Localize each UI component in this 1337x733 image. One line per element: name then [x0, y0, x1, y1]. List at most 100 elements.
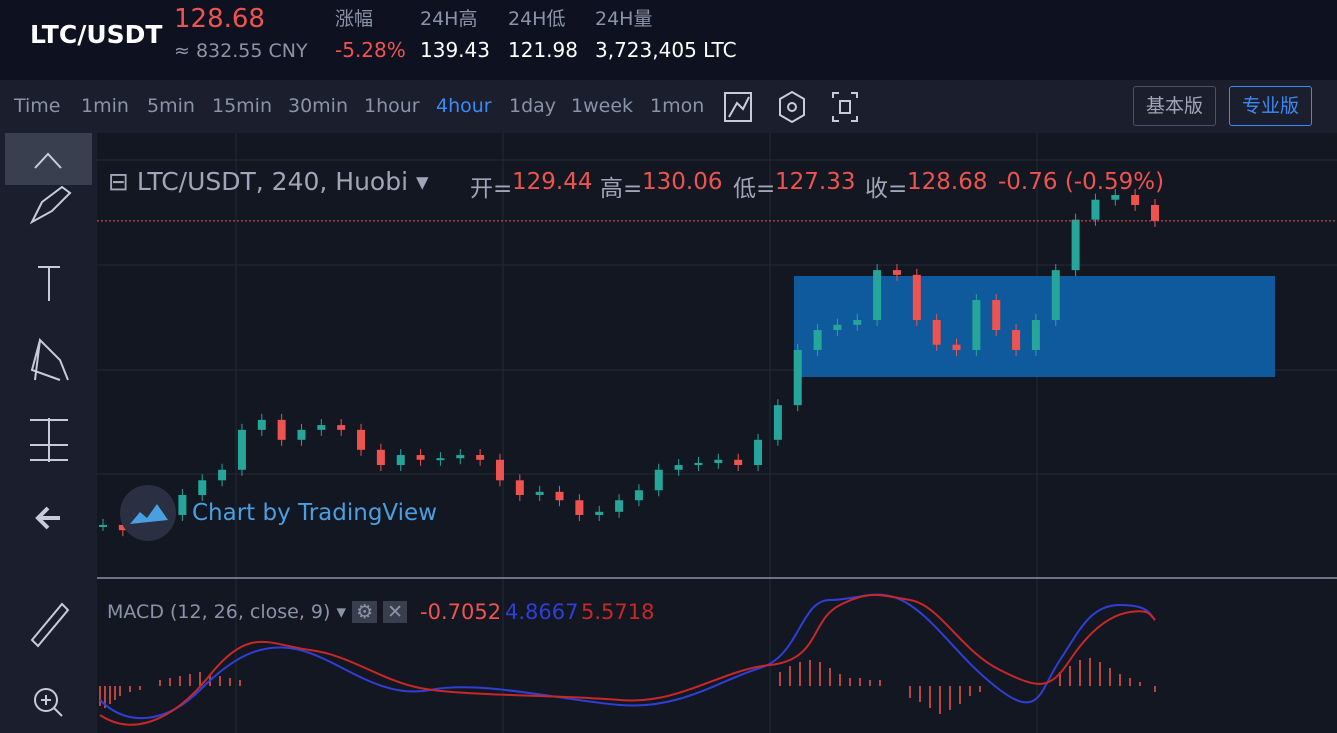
legend-label: 收= [865, 176, 908, 202]
candle [932, 320, 941, 345]
candle [952, 344, 961, 350]
legend-symbol[interactable]: ⊟ LTC/USDT, 240, Huobi ▾ [108, 167, 429, 196]
stat-value: 121.98 [508, 38, 578, 62]
grid [97, 133, 1337, 733]
candle [357, 429, 366, 450]
candle [99, 524, 107, 527]
candle [396, 455, 405, 466]
legend-value: 130.06 [642, 169, 723, 195]
candle [297, 429, 306, 440]
price: 128.68 [174, 4, 265, 34]
candle [198, 480, 207, 495]
candle [416, 455, 425, 460]
candle [972, 300, 981, 350]
candle [1111, 194, 1120, 200]
candle [575, 500, 584, 515]
watermark-logo [120, 485, 176, 541]
candle [992, 300, 1001, 331]
candle [257, 419, 266, 430]
interval-tab[interactable]: 1day [509, 95, 557, 117]
candle [337, 425, 346, 430]
candle [1051, 270, 1060, 321]
candle [595, 511, 604, 515]
macd-histogram [99, 658, 1156, 714]
interval-tab[interactable]: 1min [81, 95, 129, 117]
stat-label: 涨幅 [335, 8, 374, 30]
candle [813, 330, 822, 350]
candle [634, 490, 643, 501]
macd-line [99, 593, 1156, 720]
candle [317, 425, 326, 430]
candle [833, 324, 842, 331]
legend-change: -0.76 (-0.59%) [998, 169, 1165, 195]
stat-value: 3,723,405 LTC [595, 38, 737, 62]
candle [555, 491, 564, 501]
candle [237, 429, 246, 470]
candle [1012, 330, 1021, 350]
candle [1031, 320, 1040, 350]
candle [793, 349, 802, 406]
candle [892, 270, 901, 275]
legend-label: 开= [470, 176, 513, 202]
legend-value: 127.33 [775, 169, 856, 195]
stat-label: 24H低 [508, 8, 566, 30]
macd-value: 4.8667 [505, 600, 579, 624]
interval-tab[interactable]: 1hour [364, 95, 420, 117]
drawing-tools [5, 133, 92, 717]
macd-value: -0.7052 [420, 600, 502, 624]
stat-label: 24H高 [420, 8, 478, 30]
legend-label: 高= [600, 176, 643, 202]
candle [912, 274, 921, 321]
stat-label: 24H量 [595, 8, 653, 30]
macd-label: MACD (12, 26, close, 9) [107, 601, 331, 623]
pair: LTC/USDT [30, 20, 163, 49]
candle [1151, 204, 1159, 221]
candle [535, 491, 544, 495]
candle [1071, 219, 1080, 271]
legend-label: 低= [733, 176, 776, 202]
watermark: Chart by TradingView [192, 500, 438, 526]
interval-tab[interactable]: 4hour [436, 95, 492, 117]
candle [654, 469, 663, 491]
toolbar-icons [724, 90, 858, 124]
interval-tab[interactable]: 1week [571, 95, 634, 117]
candle [118, 524, 127, 531]
interval-tab[interactable]: 1mon [650, 95, 705, 117]
candle [853, 320, 862, 325]
legend-value: 128.68 [907, 169, 988, 195]
candle [476, 455, 485, 460]
interval-tab[interactable]: 5min [147, 95, 195, 117]
candle [773, 405, 782, 440]
candle [218, 469, 227, 481]
candle [754, 439, 763, 466]
candle [734, 459, 743, 466]
legend-value: 129.44 [512, 169, 593, 195]
candle [1091, 199, 1100, 220]
candle [277, 419, 286, 440]
candle [615, 500, 624, 512]
candle [456, 455, 465, 459]
candle [694, 462, 703, 466]
mode-button[interactable]: 基本版 [1133, 86, 1217, 126]
candles [97, 188, 1337, 537]
interval-tab[interactable]: 30min [288, 95, 349, 117]
header [0, 0, 1337, 80]
candle [495, 459, 504, 481]
cny-price: ≈ 832.55 CNY [174, 40, 308, 62]
candle [436, 458, 445, 461]
candle [1131, 194, 1140, 205]
candle [873, 270, 882, 321]
candle [178, 494, 187, 515]
candle [714, 459, 723, 463]
candle [515, 480, 524, 495]
interval-tab[interactable]: Time [14, 95, 61, 117]
interval-tab[interactable]: 15min [212, 95, 273, 117]
mode-button[interactable]: 专业版 [1229, 86, 1313, 126]
macd-value: 5.5718 [581, 600, 655, 624]
macd-title: MACD (12, 26, close, 9) ▾ ⚙ ✕ [107, 601, 408, 623]
candle [376, 449, 385, 466]
signal-line [99, 594, 1156, 726]
symbol: LTC/USDT, 240, Huobi [136, 167, 409, 196]
